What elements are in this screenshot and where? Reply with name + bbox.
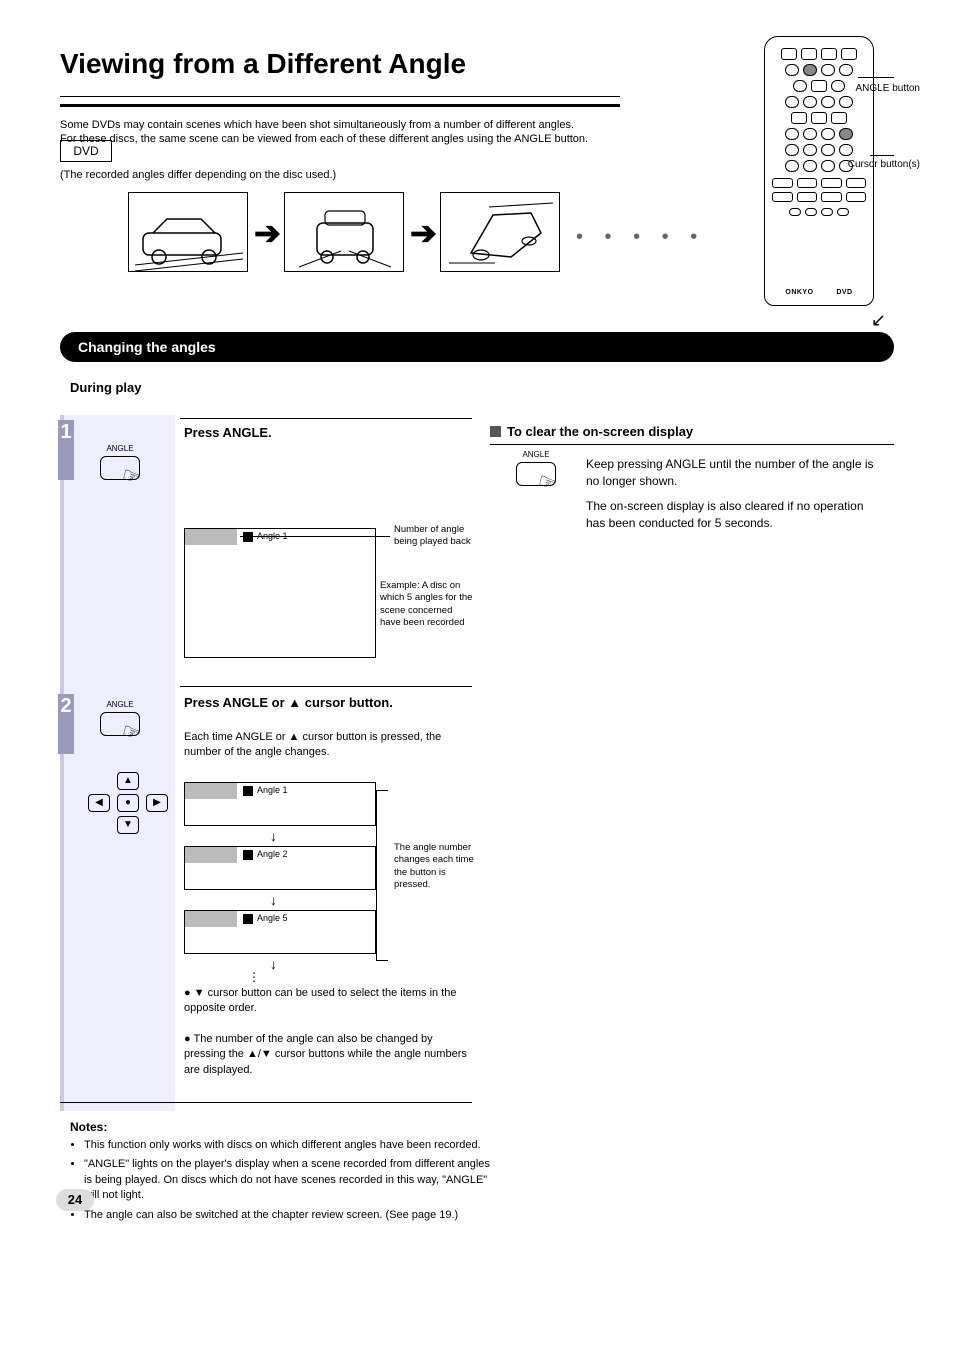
cursor-up-button[interactable]: ▲: [117, 772, 139, 790]
step-number-1: 1: [58, 420, 74, 480]
page: Viewing from a Different Angle Some DVDs…: [0, 0, 954, 1351]
angle-button-label: ANGLE: [100, 700, 140, 709]
intro-2: For these discs, the same scene can be v…: [60, 132, 620, 147]
step-rail: [60, 415, 175, 1111]
square-bullet-icon: [490, 426, 501, 437]
remote-button-grid: [772, 48, 866, 298]
rule: [180, 418, 472, 419]
angle-button[interactable]: ANGLE ☞: [100, 712, 156, 754]
angle-frame-3: [440, 192, 560, 272]
rule: [60, 96, 620, 97]
leader-line: [240, 536, 390, 537]
screen-mock-2b: Angle 2: [184, 846, 376, 890]
notes-list: This function only works with discs on w…: [70, 1138, 494, 1227]
angle-frame-2: [284, 192, 404, 272]
screen-mock-1: Angle 1: [184, 528, 376, 658]
cursor-enter-button[interactable]: ●: [117, 794, 139, 812]
leader-line: [858, 77, 894, 78]
arrow-right-icon: ➔: [410, 214, 437, 252]
down-arrow-icon: ↓: [270, 956, 277, 972]
remote-angle-label: ANGLE button: [856, 83, 920, 94]
notes-item: "ANGLE" lights on the player's display w…: [84, 1157, 494, 1203]
cursor-right-button[interactable]: ▶: [146, 794, 168, 812]
rule: [60, 1102, 472, 1103]
step-2-body: Each time ANGLE or ▲ cursor button is pr…: [184, 730, 472, 761]
step-1-title: Press ANGLE.: [184, 424, 272, 442]
prepare-label: During play: [70, 380, 142, 395]
remote-cursor-cluster: [839, 128, 853, 140]
step-2-note-2: ● The number of the angle can also be ch…: [184, 1032, 472, 1078]
rule: [180, 686, 472, 687]
remote-angle-button: [803, 64, 817, 76]
step-2-title: Press ANGLE or ▲ cursor button.: [184, 694, 472, 712]
right-heading-text: To clear the on-screen display: [507, 424, 693, 439]
page-number: 24: [56, 1189, 94, 1211]
rule-heavy: [60, 104, 620, 107]
screen-text: Angle 1: [257, 785, 288, 795]
leader-line: [376, 960, 388, 961]
screen-caption-2: Example: A disc on which 5 angles for th…: [380, 580, 474, 629]
notes-heading: Notes:: [70, 1120, 107, 1134]
right-heading: To clear the on-screen display: [490, 424, 693, 439]
angle-button-label: ANGLE: [100, 444, 140, 453]
angle-button-label: ANGLE: [516, 450, 556, 459]
screen-text: Angle 5: [257, 913, 288, 923]
screen-caption-3: The angle number changes each time the b…: [394, 842, 474, 891]
angle-button[interactable]: ANGLE ☞: [516, 462, 572, 504]
notes-item: This function only works with discs on w…: [84, 1138, 494, 1153]
cursor-dpad[interactable]: ▲ ◀ ● ▶ ▼: [88, 772, 168, 842]
right-paragraph-1: Keep pressing ANGLE until the number of …: [586, 456, 886, 491]
leader-line: [870, 155, 894, 156]
car-rear-icon: [285, 193, 405, 273]
pointer-arrow-icon: ↙: [871, 310, 886, 331]
car-topangle-icon: [441, 193, 561, 273]
leader-line: [376, 790, 388, 791]
screen-mock-2c: Angle 5: [184, 910, 376, 954]
remote-brand-right: DVD: [836, 289, 852, 296]
leader-line: [376, 790, 377, 960]
step-number-2: 2: [58, 694, 74, 754]
cursor-left-button[interactable]: ◀: [88, 794, 110, 812]
step-2-note-1: ● ▼ cursor button can be used to select …: [184, 986, 472, 1017]
remote-brand-left: ONKYO: [785, 289, 813, 296]
ellipsis-dots: • • • • •: [576, 226, 705, 249]
arrow-right-icon: ➔: [254, 214, 281, 252]
dvd-tag: DVD: [60, 140, 112, 162]
remote-cursor-label: Cursor button(s): [848, 159, 920, 170]
screen-mock-2a: Angle 1: [184, 782, 376, 826]
cursor-down-button[interactable]: ▼: [117, 816, 139, 834]
page-title: Viewing from a Different Angle: [60, 48, 466, 80]
right-paragraph-2: The on-screen display is also cleared if…: [586, 498, 886, 533]
vertical-dots: ⋮: [248, 970, 260, 984]
down-arrow-icon: ↓: [270, 892, 277, 908]
remote-brand: ONKYO DVD: [764, 289, 874, 296]
screen-caption-1: Number of angle being played back: [394, 524, 474, 549]
screen-text: Angle 2: [257, 849, 288, 859]
car-side-icon: [129, 193, 249, 273]
rule: [490, 444, 894, 445]
intro-3: (The recorded angles differ depending on…: [60, 168, 620, 183]
notes-item: The angle can also be switched at the ch…: [84, 1208, 494, 1223]
section-bar: Changing the angles: [60, 332, 894, 362]
angle-button[interactable]: ANGLE ☞: [100, 456, 156, 498]
down-arrow-icon: ↓: [270, 828, 277, 844]
angle-frame-1: [128, 192, 248, 272]
